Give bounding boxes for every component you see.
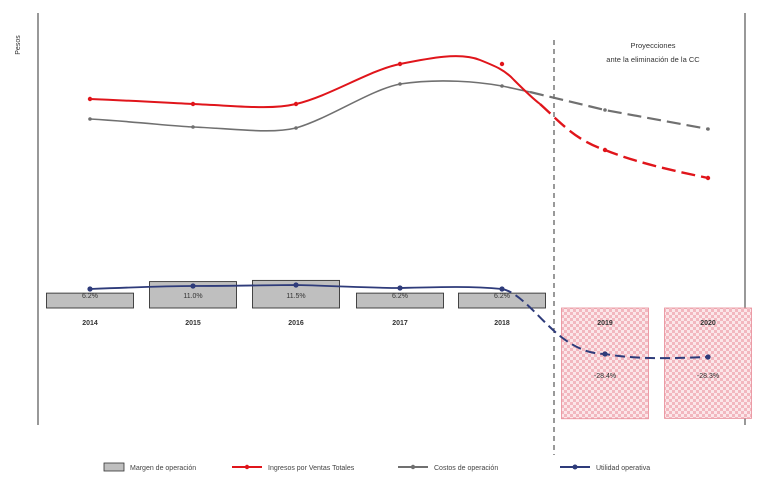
- costs-point: [500, 84, 504, 88]
- projection-annotation-line1: Proyecciones: [630, 41, 675, 50]
- legend-label-profit: Utilidad operativa: [596, 465, 650, 472]
- profit-point: [190, 283, 196, 289]
- margin-bar: [458, 292, 546, 309]
- profit-point: [499, 286, 505, 292]
- profit-point: [293, 282, 299, 288]
- costs-point: [191, 125, 195, 129]
- revenue-point: [397, 61, 403, 67]
- margin-value-label: -28.4%: [594, 373, 616, 380]
- revenue-point: [499, 61, 505, 67]
- legend-marker-revenue: [244, 464, 250, 470]
- legend-label-margin: Margen de operación: [130, 465, 196, 472]
- margin-value-label: 6.2%: [82, 293, 98, 300]
- revenue-point: [87, 96, 93, 102]
- costs-point: [294, 126, 298, 130]
- costs-line-actual: [89, 80, 531, 132]
- costs-point: [88, 117, 92, 121]
- year-tick-label: 2015: [185, 320, 201, 327]
- revenue-line-projected: [539, 103, 709, 180]
- margin-bars: [46, 279, 752, 420]
- profit-line-projected: [501, 288, 709, 360]
- costs-point: [398, 82, 402, 86]
- profit-point: [602, 351, 608, 357]
- legend: Margen de operación Ingresos por Ventas …: [103, 462, 650, 472]
- profit-point: [87, 286, 93, 292]
- margin-value-label: 6.2%: [494, 293, 510, 300]
- legend-swatch-margin: [103, 462, 125, 472]
- legend-marker-costs: [410, 464, 416, 470]
- year-tick-label: 2019: [597, 320, 613, 327]
- costs-point: [706, 127, 710, 131]
- legend-label-revenue: Ingresos por Ventas Totales: [268, 465, 355, 472]
- legend-marker-profit: [572, 464, 578, 470]
- costs-line-projected: [529, 90, 709, 131]
- costs-point: [603, 108, 607, 112]
- revenue-point: [190, 101, 196, 107]
- profit-point: [397, 285, 403, 291]
- margin-bar-projected: [664, 307, 752, 419]
- margin-bar-projected: [561, 307, 649, 420]
- margin-value-label: 11.0%: [183, 293, 202, 300]
- projection-annotation-line2: ante la eliminación de la CC: [606, 55, 700, 64]
- year-tick-label: 2014: [82, 320, 98, 327]
- year-tick-label: 2020: [700, 320, 716, 327]
- year-tick-label: 2018: [494, 320, 510, 327]
- year-tick-label: 2016: [288, 320, 304, 327]
- legend-label-costs: Costos de operación: [434, 465, 498, 472]
- margin-value-label: -28.3%: [697, 373, 719, 380]
- y-axis-label: Pesos: [15, 35, 22, 55]
- line-markers: [87, 61, 711, 360]
- year-tick-label: 2017: [392, 320, 408, 327]
- margin-value-label: 11.5%: [286, 293, 305, 300]
- revenue-point: [602, 147, 608, 153]
- bar-labels: 6.2% 2014 11.0% 2015 11.5% 2016 6.2% 2017 6.2% 20…: [82, 293, 719, 380]
- margin-bar: [46, 292, 134, 309]
- margin-value-label: 6.2%: [392, 293, 408, 300]
- revenue-point: [705, 175, 711, 181]
- margin-bar: [356, 292, 444, 309]
- revenue-point: [293, 101, 299, 107]
- profit-point: [705, 354, 711, 360]
